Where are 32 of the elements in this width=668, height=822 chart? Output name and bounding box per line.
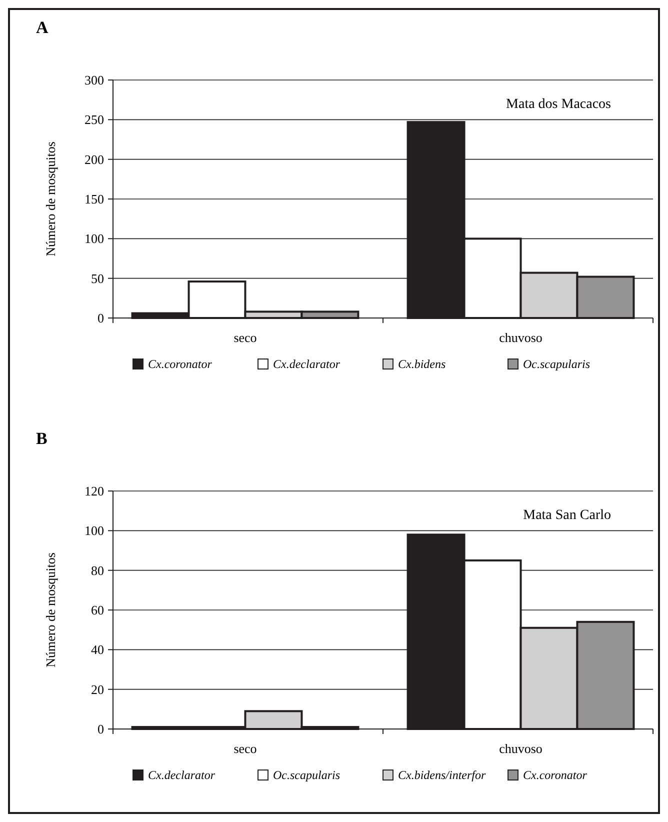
legend-label: Cx.bidens/interfor: [398, 768, 486, 782]
chart-title: A: [36, 18, 49, 37]
legend-label: Cx.declarator: [273, 357, 340, 371]
x-tick-label: chuvoso: [499, 741, 542, 756]
x-tick-label: chuvoso: [499, 330, 542, 345]
y-axis-title: Número de mosquitos: [43, 142, 58, 256]
y-tick-label: 150: [84, 192, 104, 207]
legend-label: Cx.declarator: [148, 768, 216, 782]
y-tick-label: 0: [98, 310, 104, 326]
annotation: Mata San Carlo: [523, 508, 611, 523]
y-tick-label: 100: [84, 231, 104, 246]
legend-label: Oc.scapularis: [273, 768, 340, 782]
y-tick-label: 250: [84, 112, 104, 128]
x-tick-label: seco: [234, 330, 257, 345]
y-tick-label: 20: [91, 682, 104, 697]
chart-title: B: [36, 429, 48, 448]
y-tick-label: 40: [91, 642, 104, 658]
annotation: Mata dos Macacos: [506, 97, 611, 112]
legend-label: Cx.coronator: [148, 357, 212, 371]
y-tick-label: 60: [91, 602, 104, 618]
legend-label: Cx.bidens: [398, 357, 446, 371]
y-tick-label: 0: [98, 722, 104, 737]
legend-label: Oc.scapularis: [523, 357, 590, 371]
y-tick-label: 80: [91, 562, 104, 578]
y-tick-label: 100: [84, 523, 104, 538]
y-tick-label: 200: [84, 152, 104, 167]
y-tick-label: 120: [84, 484, 104, 499]
y-axis-title: Número de mosquitos: [43, 552, 58, 668]
legend-label: Cx.coronator: [523, 768, 588, 782]
y-tick-label: 300: [84, 72, 104, 88]
y-tick-label: 50: [91, 270, 104, 286]
x-tick-label: seco: [234, 741, 257, 756]
